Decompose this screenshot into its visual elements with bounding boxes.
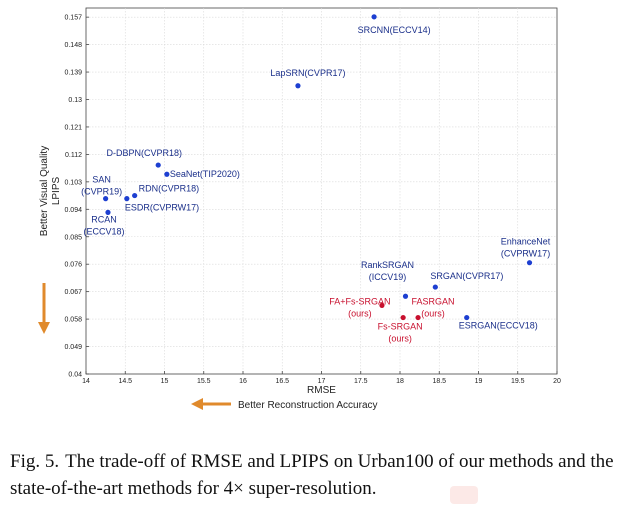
x-tick-label: 16: [239, 378, 247, 385]
x-tick-label: 15: [161, 378, 169, 385]
data-point: [124, 196, 130, 202]
data-point: [132, 192, 138, 199]
left-arrow-head: [191, 398, 203, 410]
x-tick-label: 19: [475, 378, 483, 385]
y-tick-label: 0.094: [64, 207, 82, 214]
y-tick-label: 0.085: [64, 234, 82, 241]
point-label: LapSRN(CVPR17): [270, 68, 345, 78]
point-label: SRCNN(ECCV14): [358, 25, 431, 35]
point-label: (ICCV19): [369, 272, 407, 282]
scatter-plot: 14 14.5 15 15.5 16 16.5 17 17.5 18 18.5 19 19.5 20 0.…: [38, 7, 561, 411]
y-tick-label: 0.13: [68, 97, 82, 104]
point-label: (CVPRW17): [501, 249, 550, 259]
y-tick-label: 0.04: [68, 372, 82, 379]
data-point: [402, 293, 409, 299]
better-reconstruction-label: Better Reconstruction Accuracy: [238, 400, 378, 411]
watermark-logo: [450, 486, 478, 504]
data-point-ours: [415, 314, 421, 321]
point-label: SAN: [92, 175, 111, 185]
point-label: (CVPR19): [81, 187, 122, 197]
point-label-ours: FA+Fs-SRGAN: [329, 296, 390, 306]
data-point: [295, 83, 301, 89]
point-label: (ECCV18): [83, 226, 124, 236]
y-axis-label: Better Visual QualityLPIPS: [39, 146, 62, 236]
data-point-ours: [379, 302, 385, 308]
y-tick-label: 0.067: [64, 289, 82, 296]
chart: 14 14.5 15 15.5 16 16.5 17 17.5 18 18.5 19 19.5 20 0.…: [38, 7, 561, 411]
data-point: [526, 260, 533, 266]
point-label: RankSRGAN: [361, 260, 414, 270]
y-tick-label: 0.139: [64, 70, 82, 77]
point-label: SRGAN(CVPR17): [430, 271, 503, 281]
figure-caption: Fig. 5. The trade-off of RMSE and LPIPS o…: [10, 448, 628, 502]
x-tick-label: 18.5: [432, 378, 446, 385]
point-label-ours: (ours): [388, 334, 412, 344]
y-tick-label: 0.157: [64, 15, 82, 22]
data-point: [464, 314, 470, 321]
y-tick-label: 0.121: [64, 124, 82, 131]
point-label-ours: (ours): [421, 309, 445, 319]
x-tick-label: 17.5: [354, 378, 368, 385]
point-label: SeaNet(TIP2020): [170, 169, 240, 179]
point-label-ours: (ours): [348, 308, 372, 318]
point-label: EnhanceNet: [501, 237, 551, 247]
data-point: [164, 171, 170, 177]
point-label-ours: Fs-SRGAN: [378, 322, 423, 332]
x-tick-label: 14.5: [118, 378, 132, 385]
caption-prefix: Fig. 5.: [10, 451, 60, 472]
y-tick-label: 0.076: [64, 262, 82, 269]
data-point: [155, 162, 161, 168]
data-point: [105, 209, 111, 215]
data-point: [103, 196, 109, 202]
x-tick-label: 15.5: [197, 378, 211, 385]
caption-text: The trade-off of RMSE and LPIPS on Urban…: [10, 451, 614, 499]
data-point: [371, 14, 377, 20]
y-tick-label: 0.049: [64, 344, 82, 351]
y-axis-label-line: LPIPS: [51, 177, 62, 206]
x-tick-label: 18: [396, 378, 404, 385]
y-tick-label: 0.112: [65, 152, 82, 159]
point-label: D-DBPN(CVPR18): [106, 148, 182, 158]
x-tick-label: 14: [82, 378, 90, 385]
x-tick-label: 16.5: [275, 378, 289, 385]
point-label: RDN(CVPR18): [139, 184, 200, 194]
y-tick-label: 0.148: [64, 42, 82, 49]
point-label: ESRGAN(ECCV18): [459, 321, 538, 331]
point-label: ESDR(CVPRW17): [125, 203, 199, 213]
down-arrow-head: [38, 322, 50, 334]
x-tick-label: 17: [318, 378, 326, 385]
data-point-ours: [400, 314, 406, 321]
x-axis-label: RMSE: [307, 385, 336, 396]
x-tick-label: 19.5: [511, 378, 525, 385]
y-axis-label-line: Better Visual Quality: [39, 146, 50, 236]
x-tick-label: 20: [553, 378, 561, 385]
point-label: RCAN: [91, 214, 117, 224]
point-label-ours: FASRGAN: [412, 297, 455, 307]
data-point: [432, 284, 438, 290]
y-tick-label: 0.103: [64, 179, 82, 186]
y-tick-label: 0.058: [64, 317, 82, 324]
